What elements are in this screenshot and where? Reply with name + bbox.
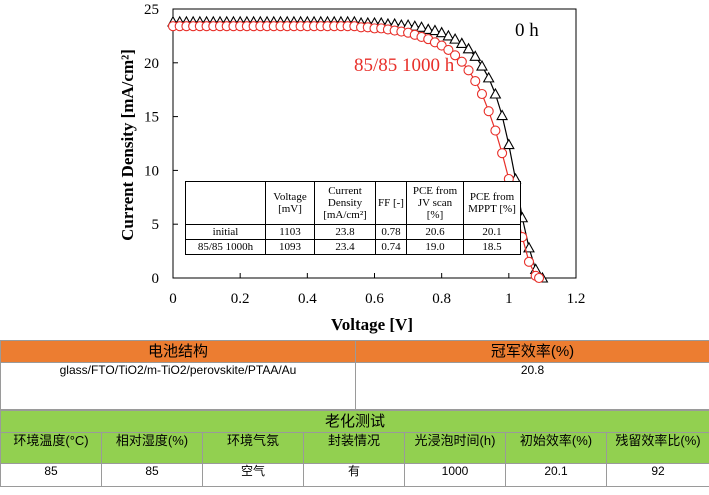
data-point-triangle	[523, 241, 535, 253]
chart-svg: 0 0.2 0.4 0.6 0.8 1 1.2 0 5 10 15 20 25 0 h 85/85 10…	[118, 2, 585, 334]
aging-test-header-row: 环境温度(°C) 相对湿度(%) 环境气氛 封装情况 光浸泡时间(h) 初始效率…	[0, 432, 709, 464]
header-cell-temperature: 环境温度(°C)	[0, 432, 102, 464]
x-tick-label: 0.4	[298, 291, 317, 307]
value-cell-light-soak-time: 1000	[404, 463, 506, 487]
header-cell-champion-efficiency: 冠军效率(%)	[355, 340, 709, 363]
device-structure-table: 电池结构 冠军效率(%) glass/FTO/TiO2/m-TiO2/perov…	[0, 340, 709, 410]
data-point-triangle	[476, 59, 488, 71]
data-point-circle	[456, 56, 467, 67]
inset-cell: 19.0	[406, 239, 464, 255]
value-cell-champion-efficiency: 20.8	[355, 362, 709, 410]
y-axis-title: Current Density [mA/cm²]	[118, 49, 137, 241]
x-tick-label: 0.8	[432, 291, 451, 307]
data-point-triangle	[482, 71, 495, 83]
data-point-circle	[470, 76, 481, 87]
x-tick-label: 0	[169, 291, 177, 307]
inset-cell: initial	[185, 224, 266, 240]
x-tick-label: 1	[505, 291, 513, 307]
inset-header-cell: FF [-]	[375, 181, 407, 225]
value-cell-humidity: 85	[101, 463, 203, 487]
data-point-triangle	[462, 42, 475, 54]
inset-cell: 20.6	[406, 224, 464, 240]
header-cell-retained-efficiency: 残留效率比(%)	[605, 432, 709, 464]
data-point-triangle	[435, 26, 448, 38]
header-cell-structure: 电池结构	[0, 340, 356, 363]
data-point-triangle	[489, 87, 502, 99]
data-point-circle	[483, 106, 494, 117]
data-point-circle	[450, 50, 461, 61]
aging-test-title-row: 老化测试	[0, 410, 709, 433]
inset-cell: 85/85 1000h	[185, 239, 266, 255]
data-point-circle	[490, 125, 501, 136]
data-point-circle	[443, 44, 454, 55]
header-cell-humidity: 相对湿度(%)	[101, 432, 203, 464]
header-cell-light-soak-time: 光浸泡时间(h)	[404, 432, 506, 464]
header-cell-encapsulation: 封装情况	[303, 432, 405, 464]
inset-cell: 1103	[265, 224, 315, 240]
data-point-triangle	[496, 109, 509, 121]
y-tick-label: 25	[144, 2, 159, 18]
value-cell-temperature: 85	[0, 463, 102, 487]
data-point-triangle	[449, 32, 462, 44]
annotation-85-85-1000h: 85/85 1000 h	[354, 55, 455, 76]
data-point-circle	[523, 256, 535, 267]
data-point-triangle	[442, 29, 455, 41]
value-cell-atmosphere: 空气	[202, 463, 304, 487]
aging-test-title: 老化测试	[0, 410, 709, 433]
inset-header-cell: PCE from MPPT [%]	[463, 181, 521, 225]
inset-cell: 0.74	[375, 239, 407, 255]
inset-cell: 1093	[265, 239, 315, 255]
data-point-triangle	[422, 23, 435, 34]
inset-header-cell: Voltage [mV]	[265, 181, 315, 225]
inset-cell: 23.8	[314, 224, 376, 240]
data-point-triangle	[502, 138, 515, 150]
value-cell-retained-efficiency: 92	[605, 463, 709, 487]
x-tick-label: 0.6	[365, 291, 384, 307]
value-cell-initial-efficiency: 20.1	[505, 463, 607, 487]
annotation-0h: 0 h	[515, 20, 539, 41]
inset-cell: 18.5	[463, 239, 521, 255]
y-tick-label: 15	[144, 110, 159, 126]
header-cell-initial-efficiency: 初始效率(%)	[505, 432, 607, 464]
x-tick-label: 0.2	[231, 291, 250, 307]
inset-cell: 23.4	[314, 239, 376, 255]
data-point-circle	[476, 88, 488, 100]
data-point-triangle	[415, 21, 428, 32]
device-structure-value-row: glass/FTO/TiO2/m-TiO2/perovskite/PTAA/Au…	[0, 362, 709, 410]
device-structure-header-row: 电池结构 冠军效率(%)	[0, 340, 709, 363]
data-point-triangle	[429, 24, 441, 36]
inset-row-85-85: 85/85 1000h 1093 23.4 0.74 19.0 18.5	[185, 239, 521, 255]
value-cell-encapsulation: 有	[303, 463, 405, 487]
inset-header-row: Voltage [mV] Current Density [mA/cm²] FF…	[185, 181, 521, 225]
y-tick-label: 0	[152, 271, 160, 287]
inset-header-cell: Current Density [mA/cm²]	[314, 181, 376, 225]
aging-test-table: 老化测试 环境温度(°C) 相对湿度(%) 环境气氛 封装情况 光浸泡时间(h)…	[0, 410, 709, 487]
inset-cell: 20.1	[463, 224, 521, 240]
data-point-circle	[497, 148, 508, 159]
y-tick-label: 5	[152, 217, 160, 233]
inset-header-cell: PCE from JV scan [%]	[406, 181, 464, 225]
data-point-circle	[463, 65, 474, 76]
inset-row-initial: initial 1103 23.8 0.78 20.6 20.1	[185, 224, 521, 240]
inset-cell: 0.78	[375, 224, 407, 240]
inset-data-table: Voltage [mV] Current Density [mA/cm²] FF…	[185, 181, 521, 255]
chart-axes: 0 0.2 0.4 0.6 0.8 1 1.2 0 5 10 15 20 25	[144, 2, 585, 307]
x-tick-label: 1.2	[567, 291, 586, 307]
value-cell-structure: glass/FTO/TiO2/m-TiO2/perovskite/PTAA/Au	[0, 362, 356, 410]
jv-curve-chart: 0 0.2 0.4 0.6 0.8 1 1.2 0 5 10 15 20 25 0 h 85/85 10…	[118, 2, 585, 334]
y-tick-label: 10	[144, 163, 159, 179]
x-axis-title: Voltage [V]	[331, 315, 413, 334]
data-point-circle	[534, 272, 545, 284]
header-cell-atmosphere: 环境气氛	[202, 432, 304, 464]
aging-test-value-row: 85 85 空气 有 1000 20.1 92	[0, 463, 709, 487]
inset-header-cell	[185, 181, 266, 225]
data-point-triangle	[469, 50, 482, 61]
data-point-triangle	[455, 37, 468, 48]
y-tick-label: 20	[144, 56, 159, 72]
